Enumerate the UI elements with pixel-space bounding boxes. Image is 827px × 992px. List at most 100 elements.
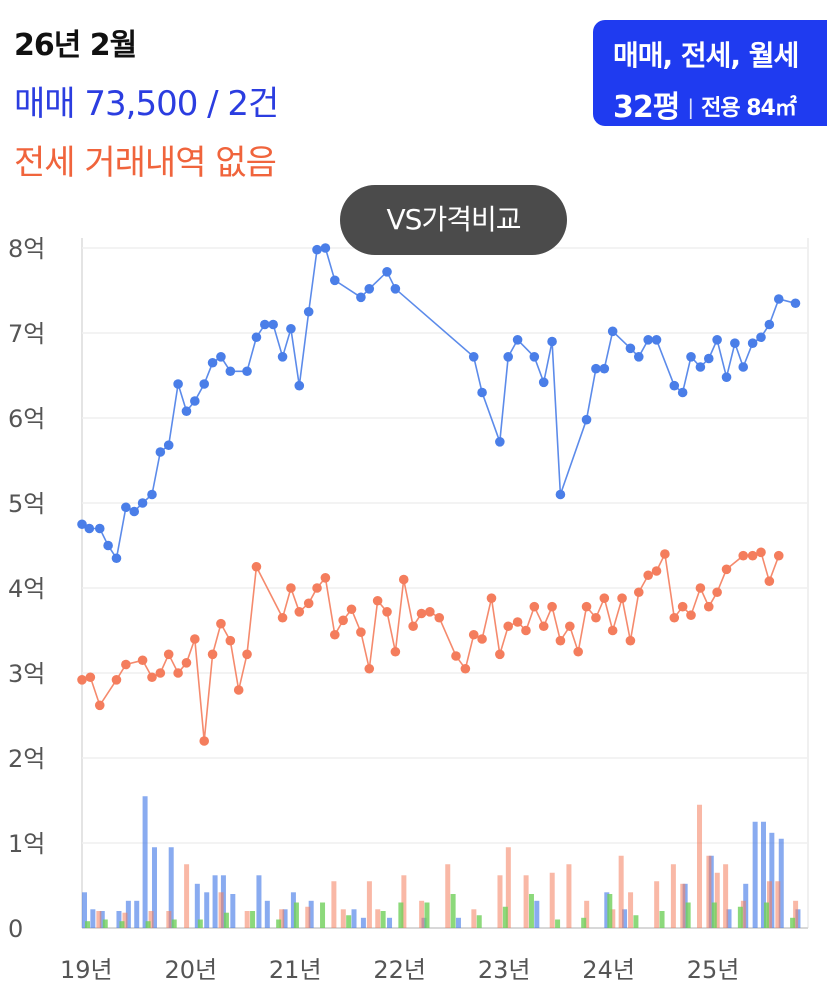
jeonse-volume-bar xyxy=(148,911,154,928)
sale-point xyxy=(207,357,218,368)
green-volume-bar xyxy=(763,902,769,928)
jeonse-volume-bar xyxy=(340,909,346,928)
filter-button[interactable]: 매매, 전세, 월세 32평 | 전용 84㎡ xyxy=(593,20,827,126)
jeonse-volume-bar xyxy=(331,881,337,928)
jeonse-point xyxy=(651,566,662,576)
sale-volume-bar xyxy=(604,892,610,928)
sale-point xyxy=(190,396,200,406)
green-volume-bar xyxy=(293,902,299,928)
size-filter: 32평 | 전용 84㎡ xyxy=(613,82,797,126)
sale-point xyxy=(260,319,270,330)
jeonse-point xyxy=(555,635,566,646)
jeonse-volume-bar xyxy=(375,909,381,928)
jeonse-volume-bar xyxy=(497,875,503,928)
sale-volume-bar xyxy=(726,909,732,928)
jeonse-point xyxy=(346,604,357,615)
y-tick-label: 2억 xyxy=(8,745,45,773)
green-volume-bar xyxy=(450,894,456,928)
y-axis: 0 1억 2억 3억 4억 5억 6억 7억 8억 xyxy=(8,235,45,943)
jeonse-point xyxy=(643,570,653,581)
sale-point xyxy=(625,343,636,354)
sale-point xyxy=(155,447,166,457)
green-volume-bar xyxy=(320,902,326,928)
jeonse-point xyxy=(251,561,262,572)
jeonse-point xyxy=(451,651,461,661)
sale-volume-bar xyxy=(778,838,784,928)
sale-point xyxy=(390,284,401,294)
sale-volume-bar xyxy=(142,796,148,928)
jeonse-point xyxy=(512,617,523,627)
sale-point xyxy=(607,326,618,337)
sale-volume-bar xyxy=(204,892,210,928)
sale-point xyxy=(382,267,392,277)
jeonse-point xyxy=(625,635,636,646)
jeonse-point xyxy=(242,649,252,660)
y-tick-label: 6억 xyxy=(8,405,45,433)
jeonse-point xyxy=(425,607,435,617)
jeonse-point xyxy=(599,593,610,603)
sale-point xyxy=(738,362,749,372)
sale-point xyxy=(730,338,740,349)
pyeong-label: 32평 xyxy=(613,90,680,125)
jeonse-point xyxy=(390,646,401,657)
sale-point xyxy=(137,498,148,508)
jeonse-volume-bar xyxy=(610,909,616,928)
sale-point xyxy=(712,335,722,345)
jeonse-point xyxy=(147,672,157,683)
sale-point xyxy=(538,377,549,388)
jeonse-point xyxy=(633,587,644,598)
jeonse-volume-bar xyxy=(366,881,372,928)
sale-point xyxy=(268,319,278,330)
x-tick-label: 22년 xyxy=(373,956,426,984)
vs-compare-button[interactable]: VS가격비교 xyxy=(340,185,567,255)
jeonse-point xyxy=(207,649,218,660)
sale-point xyxy=(303,306,314,317)
green-volume-bar xyxy=(380,911,386,928)
sale-point xyxy=(695,362,706,372)
sale-volume-bar xyxy=(360,917,366,928)
sale-point xyxy=(77,519,87,530)
sale-volume-bar xyxy=(256,875,262,928)
jeonse-point xyxy=(111,675,122,685)
jeonse-point xyxy=(565,621,575,632)
green-volume-bar xyxy=(346,915,352,928)
sale-volume-bar xyxy=(387,917,393,928)
jeonse-volume-bar xyxy=(122,912,128,928)
x-tick-label: 21년 xyxy=(269,956,322,984)
jeonse-point xyxy=(581,601,592,612)
green-volume-bar xyxy=(250,911,256,928)
sale-point xyxy=(686,352,696,362)
jeonse-volume-bar xyxy=(740,900,746,928)
green-volume-bar xyxy=(659,911,665,928)
jeonse-volume-bar xyxy=(305,906,311,928)
sale-point xyxy=(773,294,784,304)
green-volume-bar xyxy=(398,902,404,928)
jeonse-point xyxy=(312,583,322,593)
jeonse-point xyxy=(773,550,784,561)
jeonse-point xyxy=(547,601,557,612)
jeonse-volume-bar xyxy=(618,855,624,928)
jeonse-point xyxy=(155,668,166,678)
jeonse-point xyxy=(286,583,296,593)
sale-volume-bar xyxy=(308,900,314,928)
jeonse-point xyxy=(233,685,244,695)
sale-volume-bar xyxy=(455,917,461,928)
sale-point xyxy=(581,414,592,425)
sale-volume-bar xyxy=(760,821,766,928)
green-volume-bar xyxy=(476,915,482,928)
jeonse-volume-bar xyxy=(775,881,781,928)
jeonse-point xyxy=(338,615,348,626)
x-tick-label: 20년 xyxy=(164,956,217,984)
sale-point xyxy=(591,363,601,374)
jeonse-summary: 전세 거래내역 없음 xyxy=(14,143,277,183)
x-axis: 19년 20년 21년 22년 23년 24년 25년 xyxy=(60,956,739,984)
green-volume-bar xyxy=(171,919,177,928)
jeonse-point xyxy=(398,574,409,585)
sale-volume-bar xyxy=(194,883,200,928)
sale-point xyxy=(242,366,252,377)
jeonse-point xyxy=(468,629,479,640)
green-volume-bar xyxy=(276,919,282,928)
green-volume-bar xyxy=(223,912,229,928)
divider: | xyxy=(687,95,694,119)
jeonse-point xyxy=(703,601,714,612)
